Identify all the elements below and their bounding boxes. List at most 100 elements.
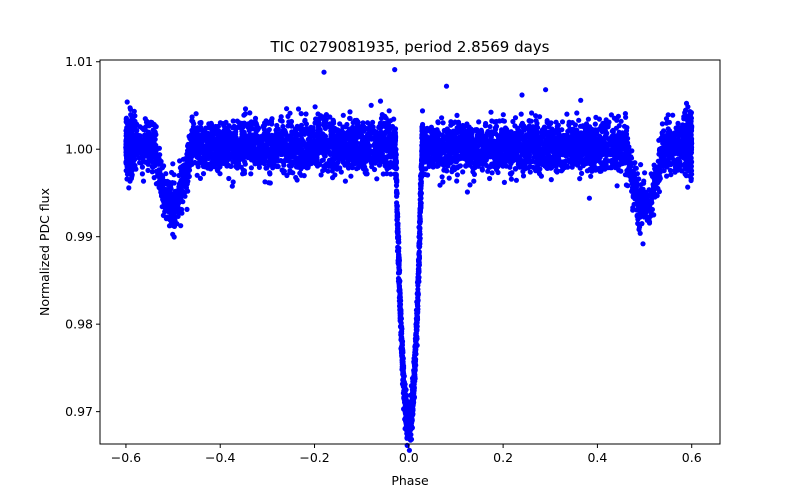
data-point <box>597 135 604 141</box>
data-point <box>189 118 195 124</box>
data-point <box>640 186 646 192</box>
data-point <box>628 173 634 179</box>
data-point <box>391 116 397 122</box>
data-point <box>318 172 324 178</box>
data-point <box>135 137 141 143</box>
data-point <box>124 99 130 105</box>
data-point <box>282 127 288 133</box>
data-point <box>606 142 612 148</box>
data-point <box>592 121 598 127</box>
data-point <box>578 97 584 103</box>
data-point <box>668 142 674 148</box>
data-point <box>190 124 196 130</box>
data-point <box>611 115 618 121</box>
data-point <box>275 145 281 151</box>
data-point <box>329 168 335 174</box>
data-point <box>149 120 155 126</box>
data-point <box>434 157 440 163</box>
data-point <box>464 138 471 144</box>
data-point <box>631 177 637 183</box>
data-point <box>349 153 355 160</box>
data-point <box>665 112 671 118</box>
data-point <box>583 130 589 136</box>
data-point <box>665 126 671 132</box>
data-point <box>490 161 496 168</box>
data-point <box>297 170 303 176</box>
data-point <box>501 179 507 185</box>
data-point <box>569 161 575 167</box>
data-point <box>559 119 566 125</box>
data-point <box>614 183 620 189</box>
data-point <box>603 117 609 123</box>
data-point <box>265 129 271 136</box>
data-point <box>152 159 158 165</box>
data-point <box>345 165 352 171</box>
data-point <box>298 122 305 128</box>
data-point <box>354 120 360 126</box>
data-point <box>240 167 246 173</box>
data-point <box>615 113 622 119</box>
data-point <box>291 159 297 165</box>
data-point <box>574 110 580 116</box>
data-point <box>583 121 590 127</box>
data-point <box>197 120 203 126</box>
data-point <box>642 212 648 219</box>
data-point <box>161 189 168 195</box>
data-point <box>294 123 300 129</box>
data-point <box>626 163 632 169</box>
data-point <box>248 171 254 177</box>
data-point <box>270 165 276 171</box>
data-point <box>181 179 187 185</box>
data-point <box>667 167 674 174</box>
data-point <box>609 128 615 134</box>
data-point <box>337 165 343 171</box>
data-point <box>145 161 151 167</box>
data-point <box>675 137 682 143</box>
data-point <box>538 173 545 179</box>
data-point <box>440 137 446 143</box>
data-point <box>513 177 520 183</box>
data-point <box>295 106 302 112</box>
data-point <box>492 125 498 131</box>
data-point <box>548 138 554 144</box>
data-point <box>376 162 383 168</box>
data-point <box>603 134 609 140</box>
data-point <box>312 120 318 126</box>
data-point <box>340 158 346 165</box>
data-point <box>262 157 268 164</box>
data-point <box>290 138 296 144</box>
data-point <box>226 175 232 182</box>
data-point <box>675 120 681 126</box>
data-point <box>632 160 638 166</box>
data-point <box>286 163 292 169</box>
data-point <box>330 175 336 181</box>
data-point <box>656 164 662 170</box>
data-point <box>264 165 270 171</box>
data-point <box>352 142 358 148</box>
data-point <box>334 154 340 160</box>
data-point <box>203 125 209 131</box>
data-point <box>222 140 228 146</box>
data-point <box>558 168 565 174</box>
data-point <box>228 163 234 169</box>
data-point <box>294 177 300 183</box>
data-point <box>164 193 170 199</box>
data-point <box>288 118 295 125</box>
data-point <box>217 133 223 139</box>
data-point <box>252 159 258 165</box>
data-point <box>652 166 658 172</box>
data-point <box>606 136 613 143</box>
data-point <box>669 138 675 144</box>
data-point <box>618 168 624 174</box>
data-point <box>665 150 672 156</box>
data-point <box>438 156 444 162</box>
data-point <box>613 140 620 146</box>
data-point <box>469 130 475 136</box>
data-point <box>388 171 394 177</box>
data-point <box>382 154 388 160</box>
data-point <box>654 193 660 199</box>
data-point <box>301 173 307 179</box>
data-point <box>608 112 615 118</box>
data-point <box>170 214 176 220</box>
data-point <box>467 154 473 160</box>
